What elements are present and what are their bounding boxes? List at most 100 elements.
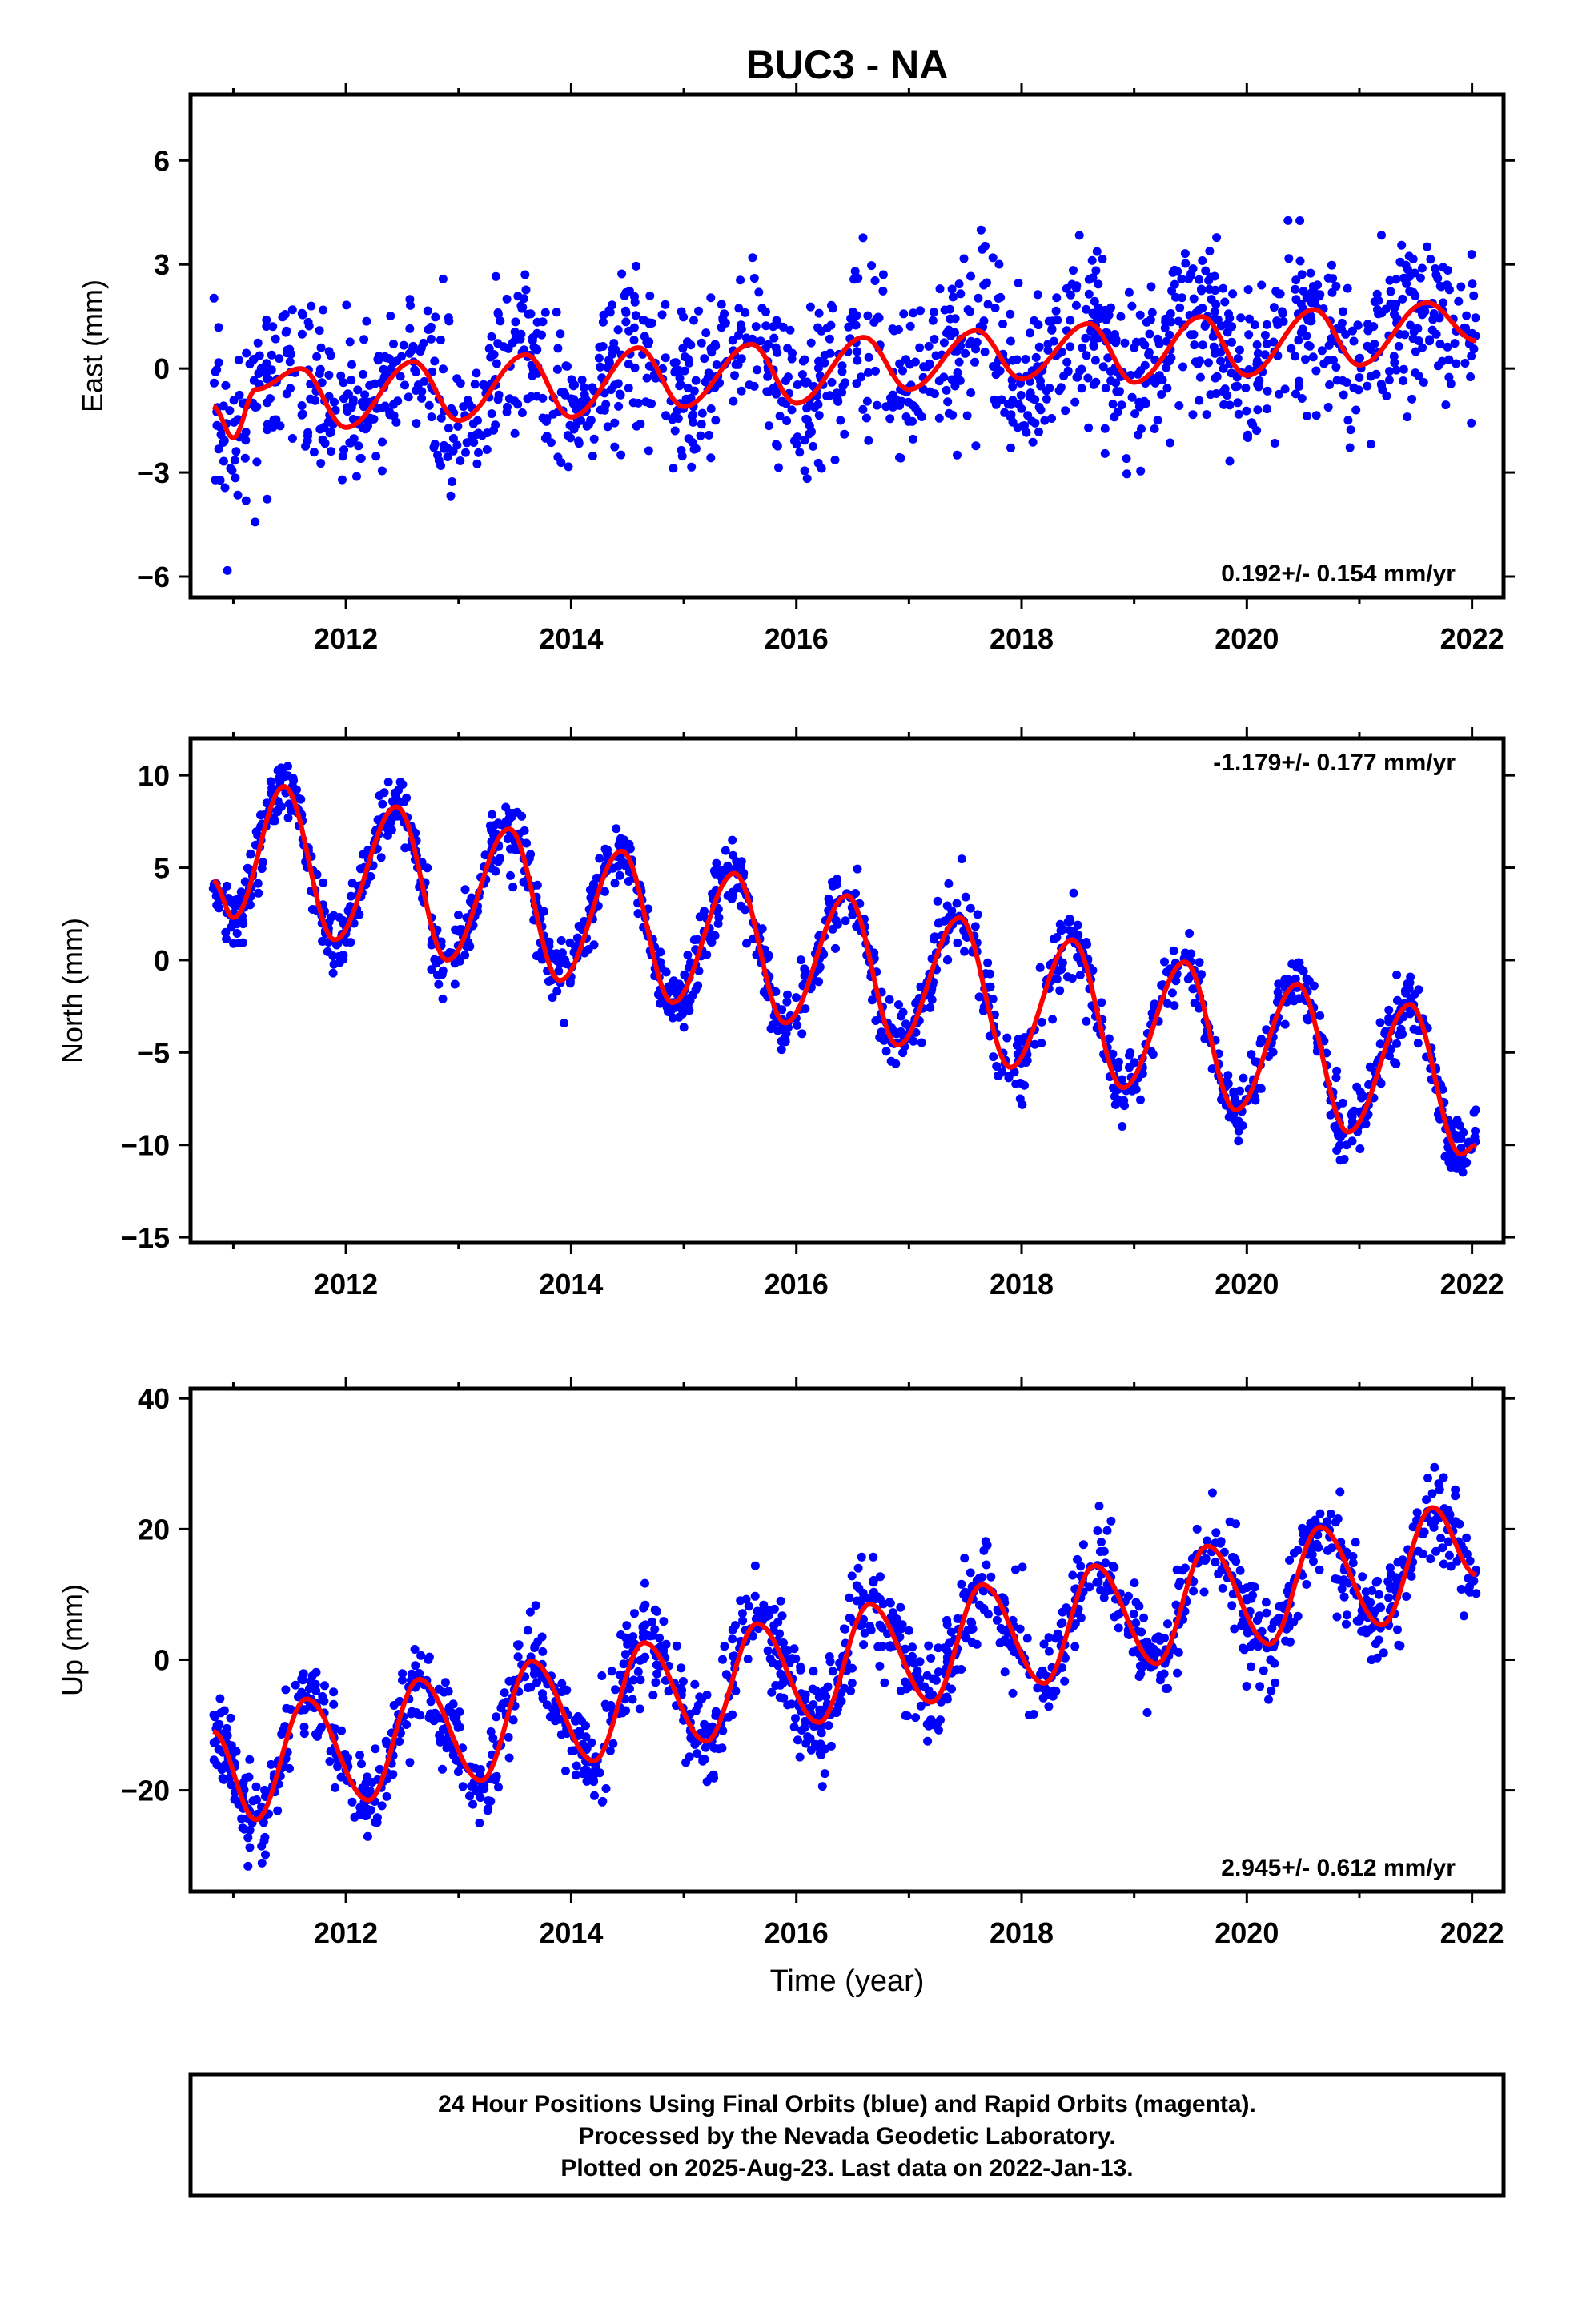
data-point [424, 325, 433, 334]
data-point [800, 971, 809, 980]
data-point [785, 325, 795, 335]
data-point [1423, 1474, 1432, 1482]
data-point [587, 1738, 596, 1747]
data-point [1363, 341, 1372, 351]
data-point [607, 1667, 616, 1676]
data-point [774, 463, 783, 472]
data-point [416, 347, 425, 356]
data-point [922, 1671, 932, 1680]
data-point [442, 1743, 452, 1753]
data-point [792, 440, 801, 449]
data-point [1055, 986, 1065, 995]
data-point [1073, 920, 1082, 930]
x-tick-label: 2018 [990, 622, 1054, 655]
x-tick-label: 2018 [990, 1916, 1054, 1949]
data-point [1293, 1546, 1303, 1555]
data-point [1195, 958, 1204, 967]
data-point [1124, 287, 1134, 297]
data-point [1167, 988, 1177, 998]
data-point [934, 1667, 943, 1677]
y-tick-label: −10 [121, 1129, 170, 1162]
data-point [1090, 296, 1099, 306]
data-point [1171, 1600, 1181, 1610]
data-point [614, 401, 624, 411]
data-point [1304, 291, 1314, 300]
data-point [303, 317, 313, 327]
data-point [1347, 1136, 1357, 1146]
data-point [255, 351, 264, 360]
data-point [1120, 338, 1130, 348]
data-point [864, 1594, 873, 1603]
data-point [986, 969, 995, 979]
data-point [324, 918, 334, 927]
data-point [1039, 1639, 1049, 1649]
data-point [1190, 340, 1199, 350]
data-point [904, 416, 913, 426]
data-point [783, 344, 793, 353]
data-point [930, 935, 939, 944]
data-point [312, 352, 322, 361]
data-point [761, 307, 770, 316]
data-point [324, 392, 334, 401]
data-point [966, 903, 975, 913]
data-point [363, 1831, 372, 1841]
data-point [750, 1561, 760, 1570]
data-point [479, 380, 488, 390]
data-point [1061, 406, 1070, 416]
data-point [1072, 372, 1082, 382]
caption-box [188, 2072, 1506, 2198]
data-point [339, 378, 348, 388]
data-point [827, 300, 836, 310]
data-point [1467, 250, 1476, 259]
data-point [1385, 367, 1394, 376]
data-point [552, 364, 562, 374]
data-point [650, 1605, 660, 1614]
data-point [294, 1692, 303, 1702]
data-point [426, 1697, 436, 1707]
data-point [267, 365, 276, 375]
data-point [628, 1633, 637, 1642]
data-point [942, 955, 952, 965]
data-point [511, 317, 520, 327]
data-point [405, 324, 415, 333]
data-point [689, 417, 698, 427]
x-tick-label: 2014 [539, 622, 603, 655]
data-point [1211, 1558, 1220, 1567]
data-point [355, 864, 365, 874]
data-point [1219, 1547, 1229, 1557]
data-point [990, 304, 1000, 312]
data-point [1078, 1540, 1088, 1550]
data-point [648, 1691, 658, 1700]
data-point [1361, 1587, 1371, 1597]
data-point [1166, 353, 1176, 363]
fit-curve [212, 300, 1477, 440]
data-point [775, 1629, 785, 1638]
data-point [1044, 1702, 1054, 1711]
data-point [1066, 290, 1075, 300]
data-point [1208, 332, 1218, 341]
data-point [1339, 1155, 1349, 1164]
data-point [402, 1720, 412, 1729]
data-point [1392, 970, 1402, 979]
data-point [610, 442, 620, 452]
data-point [487, 332, 496, 341]
data-point [734, 330, 744, 340]
data-point [309, 448, 319, 457]
data-point [339, 445, 349, 455]
data-point [1203, 358, 1213, 368]
data-point [853, 347, 862, 356]
data-point [773, 1026, 782, 1035]
data-point [1399, 376, 1408, 385]
data-point [574, 922, 584, 931]
data-point [1393, 995, 1402, 1005]
data-point [1429, 1522, 1439, 1532]
data-point [1375, 1039, 1385, 1049]
data-point [841, 1624, 850, 1634]
data-point [1259, 1666, 1268, 1675]
data-point [1302, 411, 1311, 420]
data-point [1341, 329, 1351, 339]
data-point [1021, 355, 1030, 364]
data-point [423, 306, 432, 316]
data-point [1439, 1559, 1448, 1569]
